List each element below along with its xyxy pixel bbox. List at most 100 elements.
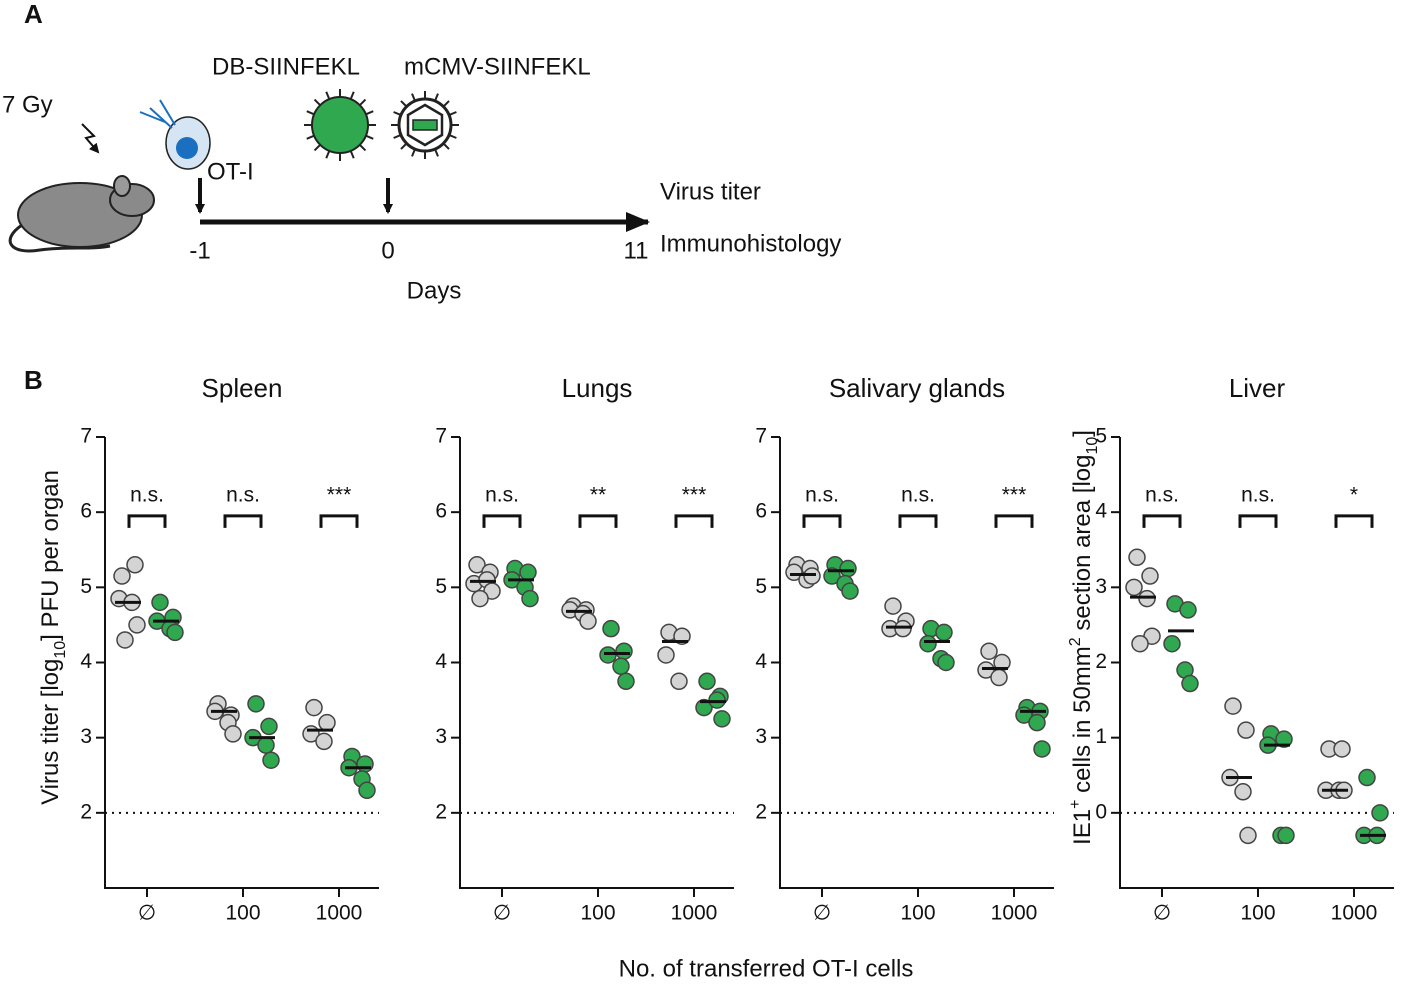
- y-tick-label: 6: [435, 500, 447, 523]
- data-point: [977, 661, 995, 679]
- data-point: [315, 732, 333, 751]
- ot-i-cell-icon: [139, 99, 211, 170]
- panel-label: B: [24, 365, 43, 395]
- significance-bracket: [578, 514, 618, 528]
- significance-bracket: [482, 514, 522, 528]
- readout: Virus titer: [660, 178, 761, 205]
- data-point: [1358, 768, 1376, 787]
- data-point: [884, 597, 902, 615]
- data-point: [785, 563, 803, 582]
- data-point: [1138, 589, 1156, 608]
- data-point: [521, 589, 539, 608]
- y-tick-label: 3: [1095, 575, 1107, 598]
- y-axis-label-part: Virus titer [log: [37, 659, 64, 805]
- data-point: [935, 623, 953, 642]
- y-tick-label: 6: [755, 500, 767, 523]
- data-point: [1179, 601, 1197, 619]
- y-axis-label-part: 2: [1067, 637, 1084, 646]
- chart-title: Spleen: [202, 373, 283, 403]
- significance-label: n.s.: [805, 483, 839, 506]
- x-tick-label: 1000: [316, 902, 363, 925]
- x-tick-label: 1000: [671, 902, 718, 925]
- y-tick-label: 2: [1095, 650, 1107, 673]
- significance-label: n.s.: [1241, 483, 1275, 506]
- significance-bracket: [802, 514, 842, 528]
- data-point: [116, 631, 134, 649]
- data-point: [1275, 730, 1293, 748]
- vaccine-label: DB-SIINFEKL: [212, 53, 360, 80]
- data-point: [1028, 713, 1046, 732]
- significance-bracket: [127, 514, 167, 528]
- data-point: [126, 556, 144, 574]
- y-tick-label: 4: [755, 650, 767, 673]
- y-tick-label: 7: [755, 425, 767, 448]
- data-point: [670, 672, 688, 691]
- data-point: [356, 755, 374, 773]
- data-point: [612, 657, 630, 676]
- data-point: [841, 582, 859, 600]
- y-tick-label: 5: [435, 575, 447, 598]
- y-axis-label-part: ] PFU per organ: [37, 470, 64, 641]
- data-point: [1125, 578, 1143, 597]
- data-point: [471, 589, 489, 608]
- x-tick-label: 100: [225, 902, 260, 925]
- data-point: [113, 567, 131, 585]
- data-point: [318, 713, 336, 732]
- data-point: [468, 556, 486, 574]
- y-tick-label: 5: [1095, 425, 1107, 448]
- data-point: [257, 736, 275, 754]
- data-point: [1141, 567, 1159, 585]
- radiation-icon: [81, 123, 100, 154]
- data-point: [990, 668, 1008, 687]
- y-tick-label: 3: [435, 725, 447, 748]
- data-point: [937, 653, 955, 672]
- y-tick-label: 2: [755, 800, 767, 823]
- data-point: [579, 612, 597, 630]
- data-point: [708, 691, 726, 709]
- significance-label: ***: [682, 483, 707, 506]
- vaccine-icon: [304, 89, 376, 161]
- data-point: [602, 619, 620, 638]
- data-point: [698, 672, 716, 691]
- significance-label: n.s.: [901, 483, 935, 506]
- y-axis-label: Virus titer [log10] PFU per organ: [37, 470, 68, 805]
- data-point: [615, 642, 633, 660]
- y-tick-label: 1: [1095, 725, 1107, 748]
- virus-label: mCMV-SIINFEKL: [404, 53, 591, 80]
- data-point: [247, 695, 265, 713]
- y-tick-label: 5: [80, 575, 92, 598]
- timeline-tick-label: -1: [189, 237, 210, 264]
- timeline-tick-label: 11: [624, 237, 649, 264]
- data-point: [1333, 740, 1351, 758]
- significance-bracket: [994, 514, 1034, 528]
- data-point: [305, 698, 323, 717]
- x-tick-label: ∅: [138, 902, 156, 925]
- data-point: [1224, 697, 1242, 715]
- data-point: [1237, 721, 1255, 739]
- y-axis-label-part: IE1: [1069, 809, 1096, 845]
- x-axis-label: No. of transferred OT-I cells: [619, 955, 914, 982]
- timeline-axis-label: Days: [407, 277, 462, 304]
- y-tick-label: 0: [1095, 800, 1107, 823]
- virus-icon: [391, 91, 459, 159]
- chart-title: Salivary glands: [829, 373, 1005, 403]
- y-tick-label: 4: [1095, 500, 1107, 523]
- panel-label: A: [24, 0, 43, 29]
- data-point: [260, 717, 278, 736]
- data-point: [1163, 634, 1181, 653]
- y-tick-label: 3: [755, 725, 767, 748]
- y-axis-label-part: 10: [1084, 437, 1101, 455]
- data-point: [1239, 826, 1257, 845]
- y-axis-label-part: 10: [52, 641, 69, 659]
- y-axis-label-part: section area [log: [1069, 455, 1096, 638]
- data-point: [599, 646, 617, 664]
- data-point: [1033, 740, 1051, 758]
- y-tick-label: 3: [80, 725, 92, 748]
- y-tick-label: 2: [80, 800, 92, 823]
- significance-label: **: [590, 483, 606, 506]
- y-axis-label-part: cells in 50mm: [1069, 646, 1096, 799]
- x-tick-label: 100: [580, 902, 615, 925]
- x-tick-label: ∅: [493, 902, 511, 925]
